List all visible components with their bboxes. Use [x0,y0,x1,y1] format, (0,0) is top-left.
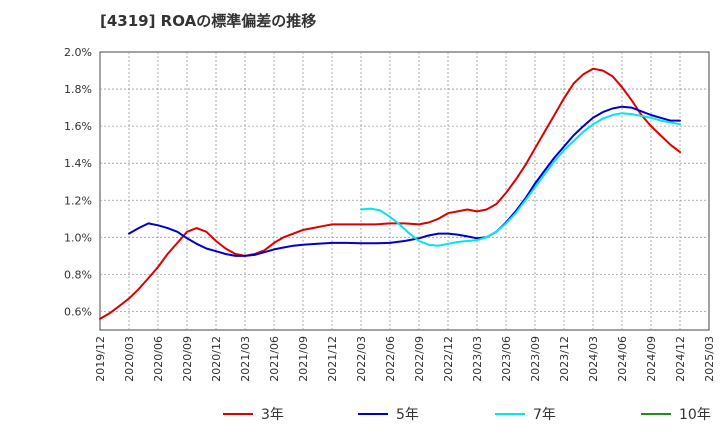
x-tick-label: 2025/03 [703,336,716,382]
x-tick-label: 2020/12 [210,336,223,382]
y-tick-label: 2.0% [64,46,92,59]
x-tick-label: 2022/12 [442,336,455,382]
y-axis-ticks: 0.6% 0.8% 1.0% 1.2% 1.4% 1.6% 1.8% 2.0% [64,46,92,318]
legend-label-3: 7年 [533,407,556,423]
x-tick-label: 2024/12 [674,336,687,382]
x-tick-label: 2022/03 [355,336,368,382]
x-tick-label: 2024/03 [587,336,600,382]
x-tick-label: 2021/06 [268,336,281,382]
x-tick-label: 2023/06 [500,336,513,382]
x-tick-label: 2020/06 [152,336,165,382]
chart-title: [4319] ROAの標準偏差の推移 [100,12,317,30]
gridlines [100,52,709,330]
series-line-3 [360,112,681,247]
y-tick-label: 0.6% [64,305,92,318]
x-tick-label: 2023/09 [529,336,542,382]
x-tick-label: 2020/03 [123,336,136,382]
legend-label-1: 3年 [261,407,284,423]
x-tick-label: 2019/12 [94,336,107,382]
x-tick-label: 2023/03 [471,336,484,382]
x-tick-label: 2022/09 [413,336,426,382]
y-tick-label: 1.6% [64,120,92,133]
x-tick-label: 2024/06 [616,336,629,382]
x-tick-label: 2024/09 [645,336,658,382]
x-tick-label: 2022/06 [384,336,397,382]
legend: 3年 5年 7年 10年 [223,407,711,423]
series-lines [99,67,681,320]
y-tick-label: 0.8% [64,268,92,281]
x-tick-label: 2021/09 [297,336,310,382]
x-tick-label: 2023/12 [558,336,571,382]
x-tick-label: 2021/03 [239,336,252,382]
series-line-2 [128,105,681,257]
plot-area [99,51,710,331]
x-tick-label: 2020/09 [181,336,194,382]
y-tick-label: 1.0% [64,231,92,244]
y-tick-label: 1.8% [64,83,92,96]
legend-label-4: 10年 [679,407,711,423]
y-tick-label: 1.4% [64,157,92,170]
y-tick-label: 1.2% [64,194,92,207]
x-tick-label: 2021/12 [326,336,339,382]
x-axis-ticks: 2019/12 2020/03 2020/06 2020/09 2020/12 2021/… [94,336,716,382]
legend-label-2: 5年 [396,407,419,423]
